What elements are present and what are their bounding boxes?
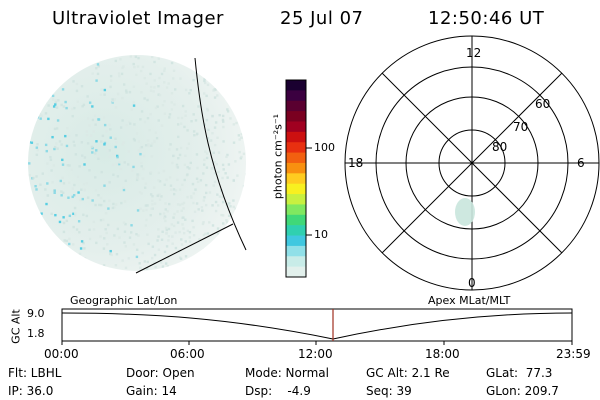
seq-readout: Seq: 39 (366, 384, 412, 398)
colorbar-band (286, 162, 306, 174)
limb-line (135, 223, 234, 274)
observation-date: 25 Jul 07 (280, 8, 364, 29)
colorbar-tick-10: 10 (314, 228, 328, 241)
instrument-title: Ultraviolet Imager (52, 8, 224, 29)
filter-readout: Flt: LBHL (8, 366, 62, 380)
colorbar-band (286, 266, 306, 278)
colorbar-band (286, 235, 306, 247)
mlt-label-0: 0 (468, 276, 476, 290)
colorbar-band (286, 194, 306, 205)
altitude-curve (61, 312, 573, 340)
x-tick-0600: 06:00 (170, 347, 205, 361)
colorbar-band (286, 214, 306, 226)
mlt-label-18: 18 (348, 156, 364, 170)
colorbar-band (286, 131, 306, 143)
door-readout: Door: Open (126, 366, 195, 380)
mlat-label-70: 70 (513, 120, 529, 134)
x-tick-2359: 23:59 (556, 347, 591, 361)
gc-alt-readout: GC Alt: 2.1 Re (366, 366, 450, 380)
colorbar-band (286, 256, 306, 268)
x-tick-1200: 12:00 (298, 347, 333, 361)
terminator-line (194, 57, 247, 251)
gain-readout: Gain: 14 (126, 384, 177, 398)
colorbar-band (286, 100, 306, 112)
colorbar-ticks (306, 147, 312, 236)
color-scale-bar (285, 79, 307, 278)
gc-alt-axis-title: GC Alt (9, 309, 23, 344)
polar-grid (344, 35, 600, 291)
colorbar-band (286, 80, 306, 91)
mode-readout: Mode: Normal (245, 366, 329, 380)
colorbar-band (286, 121, 306, 133)
colorbar-band (286, 142, 306, 154)
x-tick-1800: 18:00 (425, 347, 460, 361)
colorbar-band (286, 152, 306, 164)
timeline-panel (61, 308, 573, 345)
mlat-label-80: 80 (492, 140, 508, 154)
mlt-label-12: 12 (466, 46, 482, 60)
apex-mlat-label: Apex MLat/MLT (428, 294, 511, 307)
colorbar-band (286, 183, 306, 195)
y-tick-1-8: 1.8 (27, 327, 45, 340)
observation-time: 12:50:46 UT (428, 8, 545, 29)
colorbar-unit-label: photon cm⁻²s⁻¹ (271, 113, 285, 200)
uv-image-disk (28, 55, 246, 271)
x-tick-0000: 00:00 (44, 347, 79, 361)
colorbar-band (286, 173, 306, 185)
ip-readout: IP: 36.0 (8, 384, 54, 398)
colorbar-band (286, 225, 306, 237)
mlt-label-6: 6 (577, 156, 585, 170)
glon-readout: GLon: 209.7 (486, 384, 559, 398)
colorbar-band (286, 111, 306, 122)
auroral-spot (455, 198, 475, 226)
mlat-label-60: 60 (535, 97, 551, 111)
colorbar-band (286, 90, 306, 102)
y-tick-9: 9.0 (27, 307, 45, 320)
colorbar-tick-100: 100 (314, 141, 335, 154)
colorbar-band (286, 245, 306, 257)
colorbar-band (286, 204, 306, 216)
glat-readout: GLat: 77.3 (486, 366, 553, 380)
dsp-readout: Dsp: -4.9 (245, 384, 311, 398)
geo-latlon-label: Geographic Lat/Lon (70, 294, 178, 307)
